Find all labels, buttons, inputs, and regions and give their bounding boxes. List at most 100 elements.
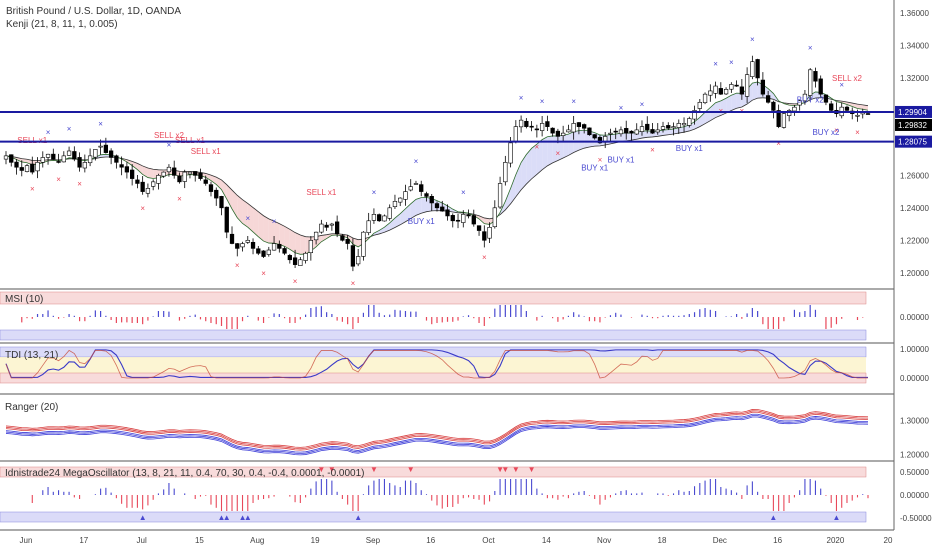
- candle-body: [82, 162, 87, 169]
- candle-body: [734, 84, 739, 87]
- bottom-star-marker: ×: [177, 194, 182, 203]
- mega-top-arrow: ▼: [328, 465, 336, 474]
- candle-body: [508, 142, 513, 164]
- bottom-star-marker: ×: [535, 142, 540, 151]
- msi-legend: MSI (10): [5, 294, 43, 305]
- sell-signal-label: SELL x2: [832, 74, 862, 83]
- top-star-marker: ×: [272, 217, 277, 226]
- candle-body: [177, 175, 182, 183]
- candle-body: [271, 243, 277, 251]
- candle-body: [413, 183, 419, 185]
- candle-body: [245, 239, 250, 243]
- candle-body: [776, 110, 781, 127]
- cloud-segment: [237, 195, 243, 224]
- candle-body: [760, 79, 766, 95]
- candle-body: [718, 88, 723, 95]
- candle-body: [398, 197, 403, 203]
- candle-body: [235, 243, 240, 249]
- tdi-upper-band: [0, 346, 867, 358]
- candle-body: [566, 129, 571, 133]
- candle-body: [151, 181, 156, 187]
- sell-signal-label: SELL x1: [191, 147, 221, 156]
- candle-body: [377, 214, 382, 222]
- candle-body: [156, 175, 161, 184]
- candle-body: [214, 189, 219, 199]
- candle-body: [313, 231, 319, 241]
- candle-body: [781, 113, 787, 128]
- cloud-segment: [736, 93, 742, 109]
- price-badge-label: 1.29832: [898, 121, 927, 130]
- candle-body: [434, 203, 440, 209]
- horizontal-levels: [0, 110, 894, 143]
- candle-body: [755, 59, 760, 79]
- candle-body: [303, 252, 308, 261]
- indicator-legend: Kenji (21, 8, 11, 1, 0.005): [6, 19, 118, 30]
- candle-body: [497, 183, 503, 208]
- candle-body: [808, 69, 813, 96]
- time-axis[interactable]: Jun 17 Jul 15 Aug 19 Sep 16 Oct 14 Nov 18 Dec 16 2020 2…: [20, 536, 893, 545]
- cloud-segment: [221, 179, 227, 200]
- cloud-segment: [321, 234, 327, 242]
- candle-body: [461, 214, 466, 223]
- candle-body: [582, 124, 587, 129]
- time-tick-label: Aug: [250, 536, 264, 545]
- tdi-fast-line: [5, 349, 869, 379]
- top-star-marker: ×: [839, 81, 844, 90]
- buy-signal-label: BUY x1: [581, 163, 609, 172]
- candle-body: [298, 259, 303, 266]
- cloud-segment: [626, 133, 632, 141]
- cloud-segment: [100, 154, 106, 158]
- price-axis[interactable]: 1.200001.220001.240001.260001.280001.300…: [895, 9, 932, 278]
- time-tick-label: Nov: [597, 536, 611, 545]
- time-tick-label: Jul: [137, 536, 147, 545]
- candle-body: [645, 123, 650, 131]
- ranger-lines: 1.30000 1.20000: [5, 409, 929, 460]
- candle-body: [765, 95, 771, 103]
- candle-body: [539, 123, 545, 131]
- cloud-segment: [284, 226, 290, 250]
- top-star-marker: ×: [67, 125, 72, 134]
- candle-body: [3, 155, 9, 160]
- price-badge: [895, 118, 932, 131]
- cloud-segment: [410, 199, 416, 219]
- mega-top-arrow: ▼: [528, 465, 536, 474]
- buy-signal-label: BUY x2: [812, 128, 840, 137]
- bottom-star-marker: ×: [261, 269, 266, 278]
- bottom-star-marker: ×: [855, 128, 860, 137]
- ranger-tick-label: 1.20000: [900, 451, 929, 460]
- candle-body: [308, 239, 313, 254]
- candle-body: [818, 78, 823, 95]
- bottom-star-marker: ×: [351, 279, 356, 288]
- candle-body: [865, 113, 871, 115]
- cloud-segment: [521, 154, 527, 190]
- mega-top-arrow: ▼: [501, 465, 509, 474]
- cloud-segment: [852, 103, 858, 109]
- candle-body: [119, 164, 124, 168]
- tdi-tick-label: 0.00000: [900, 374, 929, 383]
- price-tick-label: 1.34000: [900, 41, 929, 50]
- tdi-lines: 1.00000 0.00000: [5, 345, 929, 383]
- candle-body: [676, 123, 681, 128]
- time-tick-label: 16: [426, 536, 435, 545]
- top-star-marker: ×: [571, 97, 576, 106]
- candlestick-series: [3, 55, 871, 272]
- candle-body: [587, 127, 592, 136]
- cloud-segment: [673, 127, 679, 135]
- candle-body: [471, 215, 476, 225]
- candle-body: [750, 61, 755, 77]
- price-badge: [895, 105, 932, 118]
- cloud-segment: [731, 93, 737, 111]
- candle-body: [19, 167, 24, 171]
- cloud-segment: [615, 133, 621, 143]
- cloud-segment: [857, 104, 863, 110]
- candle-body: [135, 179, 140, 184]
- cloud-segment: [142, 165, 148, 178]
- candle-body: [561, 132, 566, 136]
- cloud-segment: [415, 197, 422, 216]
- cloud-segment: [641, 130, 648, 139]
- candle-body: [229, 233, 235, 244]
- cloud-segment: [694, 117, 700, 130]
- top-star-marker: ×: [245, 214, 250, 223]
- cloud-segment: [132, 161, 138, 170]
